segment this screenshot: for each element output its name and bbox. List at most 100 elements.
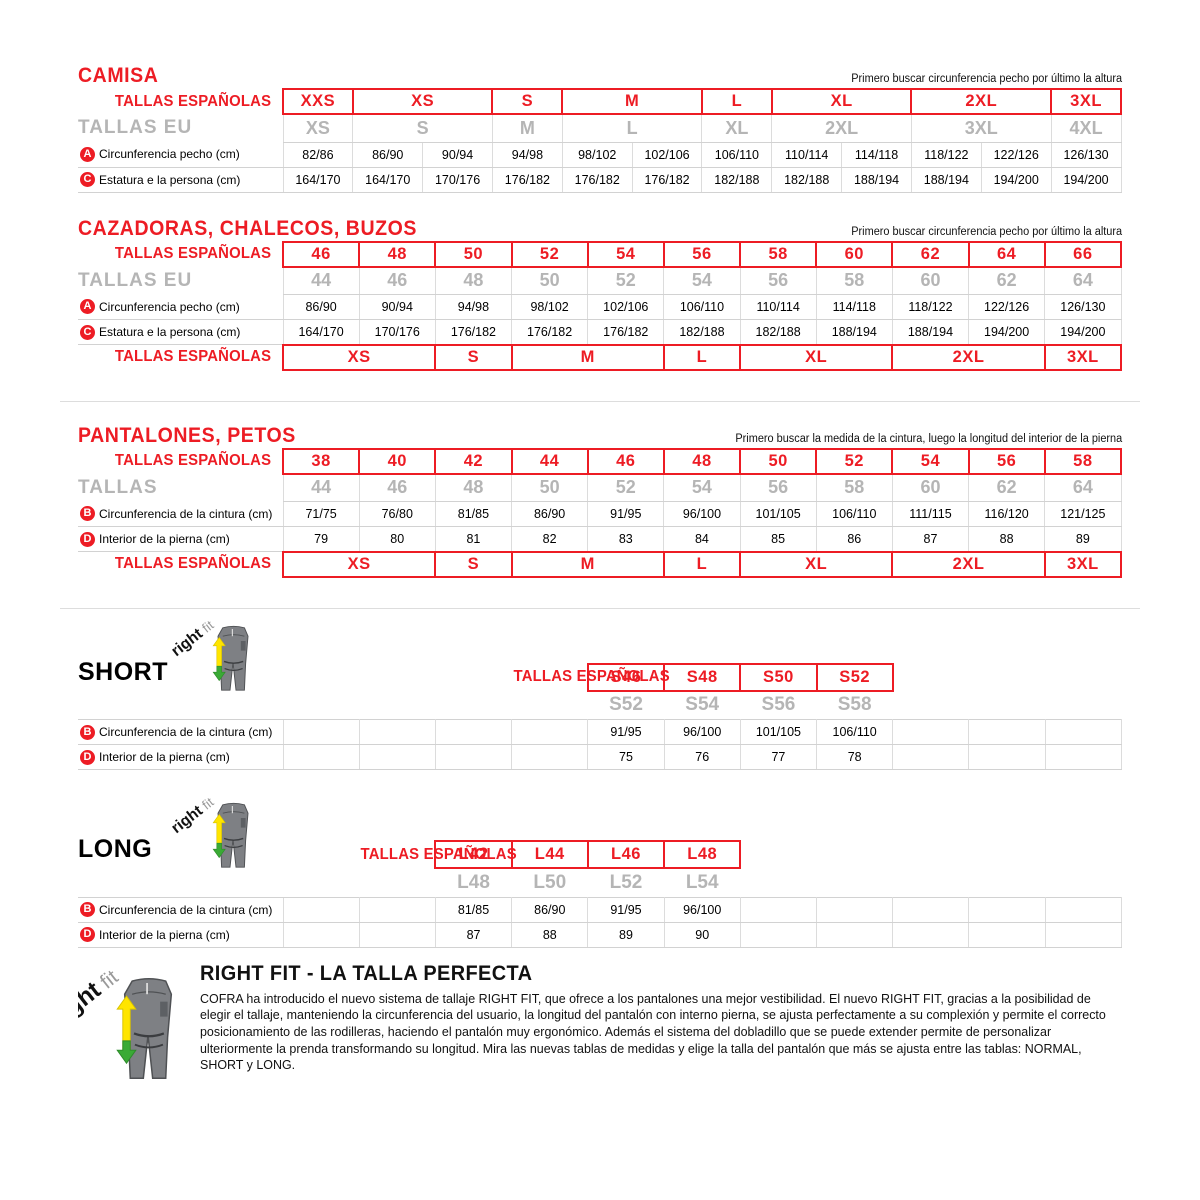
size-es-46[interactable]: 46: [586, 447, 665, 475]
rightfit-wordmark: right fit: [47, 965, 123, 1031]
size-es-48[interactable]: 48: [662, 447, 742, 475]
cell-value: 176/182: [492, 167, 563, 193]
measure-label: Estatura e la persona (cm): [99, 172, 241, 187]
cell-value: 106/110: [816, 719, 894, 745]
cell-value: 96/100: [664, 896, 741, 923]
size-es-S48[interactable]: S48: [663, 662, 742, 692]
size-letter-S[interactable]: S: [434, 550, 513, 578]
size-letter-M[interactable]: M: [510, 343, 665, 371]
measure-label: Circunferencia pecho (cm): [99, 147, 240, 162]
size-es-S[interactable]: S: [491, 88, 564, 115]
svg-text:fit: fit: [199, 617, 217, 635]
size-letter-3XL[interactable]: 3XL: [1043, 550, 1123, 578]
resize-arrows-icon: [116, 994, 137, 1064]
spacer: [740, 868, 1121, 897]
short-table: TALLAS ESPAÑOLASS46S48S50S52S52S54S56S58…: [78, 662, 1123, 770]
cell-empty: [1045, 921, 1123, 948]
size-es-XXS[interactable]: XXS: [282, 88, 354, 115]
table-row: D Interior de la pierna (cm) 79 80 81 82 83 84 8…: [78, 526, 1122, 552]
size-es-L46[interactable]: L46: [586, 840, 666, 869]
section-short: SHORT right fit TALLAS ESPAÑOLASS46S48S5…: [0, 609, 1200, 770]
size-es-48[interactable]: 48: [358, 240, 437, 268]
size-es-L48[interactable]: L48: [663, 840, 742, 869]
size-es-58[interactable]: 58: [1043, 447, 1123, 475]
short-name: SHORT: [78, 657, 168, 686]
size-letter-L[interactable]: L: [662, 550, 742, 578]
size-es-L44[interactable]: L44: [510, 840, 589, 869]
size-eu-50: 50: [511, 266, 589, 295]
size-es-40[interactable]: 40: [358, 447, 437, 475]
size-es-62[interactable]: 62: [891, 240, 970, 268]
cell-value: 126/130: [1051, 142, 1122, 168]
size-letter-2XL[interactable]: 2XL: [891, 343, 1046, 371]
size-letter-XS[interactable]: XS: [281, 343, 437, 371]
cell-empty: [892, 744, 970, 770]
size-letter-3XL[interactable]: 3XL: [1043, 343, 1123, 371]
cell-value: 106/110: [663, 294, 741, 320]
cell-value: 78: [816, 744, 894, 770]
size-es-3XL[interactable]: 3XL: [1050, 88, 1122, 115]
size-es-56[interactable]: 56: [662, 240, 742, 268]
spacer: [893, 691, 1122, 720]
spacer: [740, 841, 1121, 868]
size-es-44[interactable]: 44: [510, 447, 589, 475]
size-eu-44: 44: [282, 266, 360, 295]
row-label-a: A Circunferencia pecho (cm): [78, 142, 283, 168]
size-letter-XL[interactable]: XL: [739, 343, 894, 371]
size-es-58[interactable]: 58: [739, 240, 818, 268]
footer-text-block: RIGHT FIT - LA TALLA PERFECTA COFRA ha i…: [200, 962, 1122, 1092]
size-letter-2XL[interactable]: 2XL: [891, 550, 1046, 578]
cell-value: 110/114: [740, 294, 817, 320]
size-es-56[interactable]: 56: [967, 447, 1046, 475]
size-letter-S[interactable]: S: [434, 343, 513, 371]
size-letter-XS[interactable]: XS: [281, 550, 437, 578]
size-es-54[interactable]: 54: [586, 240, 665, 268]
table-row: D Interior de la pierna (cm) 87 88 89 90: [78, 921, 1123, 948]
cell-empty: [1045, 744, 1123, 770]
label-tallas-espanolas: TALLAS ESPAÑOLAS: [114, 452, 272, 469]
size-es-S50[interactable]: S50: [739, 662, 818, 692]
size-es-64[interactable]: 64: [967, 240, 1046, 268]
spacer: [78, 691, 283, 720]
cell-value: 182/188: [771, 167, 843, 193]
cell-value: 176/182: [511, 319, 589, 345]
cell-value: 118/122: [892, 294, 970, 320]
cell-value: 188/194: [841, 167, 912, 193]
size-letter-XL[interactable]: XL: [739, 550, 894, 578]
size-es-XS[interactable]: XS: [351, 88, 494, 115]
size-letter-M[interactable]: M: [510, 550, 665, 578]
size-es-42[interactable]: 42: [434, 447, 513, 475]
size-es-S46[interactable]: S46: [586, 662, 666, 692]
cell-value: 101/105: [740, 501, 817, 527]
cell-value: 110/114: [771, 142, 843, 168]
spacer: [283, 868, 435, 897]
size-es-M[interactable]: M: [561, 88, 703, 115]
size-es-46[interactable]: 46: [281, 240, 361, 268]
size-es-XL[interactable]: XL: [770, 88, 913, 115]
measure-label: Circunferencia pecho (cm): [99, 299, 240, 314]
size-es-60[interactable]: 60: [815, 240, 894, 268]
cell-value: 88: [968, 526, 1046, 552]
size-es-54[interactable]: 54: [891, 447, 970, 475]
size-es-52[interactable]: 52: [510, 240, 589, 268]
size-es-L42[interactable]: L42: [434, 840, 513, 869]
label-tallas-espanolas: TALLAS ESPAÑOLAS: [513, 668, 669, 685]
size-es-L[interactable]: L: [700, 88, 773, 115]
size-es-50[interactable]: 50: [434, 240, 513, 268]
size-es-52[interactable]: 52: [815, 447, 894, 475]
cell-empty: [359, 744, 436, 770]
size-eu-L: L: [562, 114, 703, 143]
row-label-d: D Interior de la pierna (cm): [78, 526, 283, 552]
size-es-66[interactable]: 66: [1043, 240, 1123, 268]
size-es-2XL[interactable]: 2XL: [910, 88, 1053, 115]
size-es-S52[interactable]: S52: [815, 662, 894, 692]
svg-text:right: right: [168, 802, 206, 837]
size-letter-L[interactable]: L: [662, 343, 742, 371]
cell-value: 86: [816, 526, 893, 552]
size-es-50[interactable]: 50: [739, 447, 818, 475]
cell-value: 111/115: [892, 501, 970, 527]
cell-empty: [511, 744, 589, 770]
section-pantalones: PANTALONES, PETOS Primero buscar la medi…: [0, 402, 1200, 578]
size-es-38[interactable]: 38: [281, 447, 361, 475]
